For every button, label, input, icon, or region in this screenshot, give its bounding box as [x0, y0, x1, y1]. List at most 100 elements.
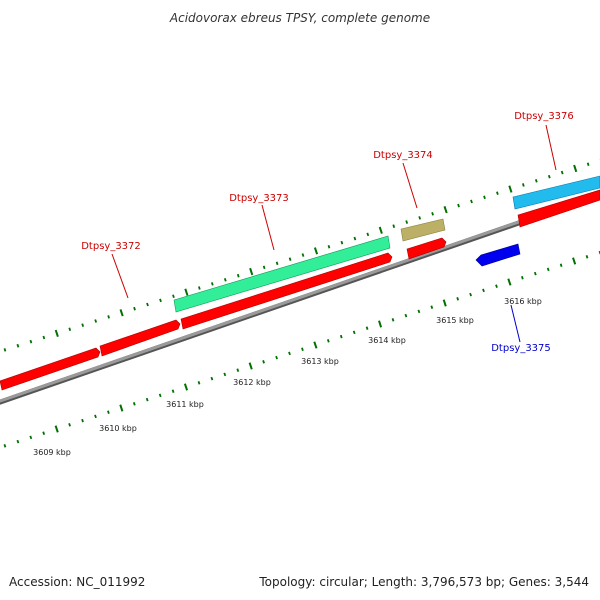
scale-tick — [119, 309, 124, 317]
gene-label-dtpsy-3373[interactable]: Dtpsy_3373 — [229, 193, 289, 204]
scale-tick — [405, 220, 409, 224]
scale-tick — [547, 174, 551, 179]
scale-tick — [534, 179, 538, 183]
scale-tick — [159, 298, 162, 303]
scale-tick — [3, 348, 7, 352]
kbp-label: 3610 kbp — [99, 424, 137, 433]
scale-tick — [482, 288, 485, 293]
map-title: Acidovorax ebreus TPSY, complete genome — [169, 11, 430, 25]
scale-tick — [457, 203, 460, 208]
scale-tick — [495, 284, 498, 288]
scale-tick — [572, 257, 577, 265]
track-layer — [0, 124, 600, 448]
scale-tick — [378, 226, 383, 234]
scale-tick — [133, 306, 136, 311]
label-connector — [402, 162, 418, 209]
scale-tick — [288, 351, 291, 356]
scale-tick — [107, 410, 110, 414]
scale-tick — [313, 247, 319, 255]
gene-label-dtpsy-3374[interactable]: Dtpsy_3374 — [373, 150, 433, 161]
scale-tick — [248, 362, 253, 370]
scale-tick — [223, 372, 227, 377]
gene-arrow[interactable] — [180, 252, 393, 330]
scale-tick — [183, 383, 189, 391]
accession-text: Accession: NC_011992 — [9, 575, 145, 589]
scale-tick — [29, 435, 33, 440]
scale-tick — [339, 334, 343, 339]
scale-tick — [327, 245, 331, 249]
scale-tick — [378, 320, 383, 328]
gene-label-dtpsy-3375[interactable]: Dtpsy_3375 — [491, 343, 551, 354]
scale-tick — [54, 329, 59, 338]
scale-tick — [119, 404, 124, 412]
gene-arrow-reverse[interactable] — [475, 243, 521, 267]
scale-tick — [146, 302, 149, 307]
gene-label-dtpsy-3372[interactable]: Dtpsy_3372 — [81, 241, 141, 252]
feature-bar[interactable] — [173, 235, 391, 313]
scale-tick — [560, 170, 564, 175]
gene-arrow[interactable] — [0, 347, 101, 391]
gene-arrow[interactable] — [406, 237, 447, 260]
kbp-label: 3612 kbp — [233, 378, 271, 387]
feature-bar[interactable] — [400, 218, 446, 242]
kbp-label: 3615 kbp — [436, 316, 474, 325]
scale-tick — [42, 335, 46, 340]
scale-tick — [198, 286, 201, 290]
scale-tick — [301, 347, 304, 351]
scale-tick — [172, 294, 175, 299]
scale-tick — [16, 343, 20, 348]
kbp-label: 3613 kbp — [301, 357, 339, 366]
scale-tick — [340, 240, 344, 245]
gene-arrow[interactable] — [517, 189, 600, 228]
scale-tick — [262, 265, 266, 270]
scale-tick — [288, 257, 292, 261]
scale-tick — [496, 191, 499, 195]
scale-tick — [365, 326, 369, 330]
scale-tick — [442, 299, 447, 307]
scale-tick — [249, 267, 254, 276]
gene-arrow[interactable] — [99, 319, 181, 357]
genome-summary-text: Topology: circular; Length: 3,796,573 bp… — [258, 575, 589, 589]
scale-tick — [210, 376, 214, 381]
scale-tick — [94, 414, 97, 419]
scale-tick — [418, 216, 422, 220]
scale-tick — [546, 267, 550, 272]
scale-tick — [392, 224, 396, 228]
scale-tick — [521, 276, 524, 280]
feature-bar[interactable] — [512, 175, 600, 210]
scale-tick — [430, 305, 434, 309]
scale-tick — [3, 444, 7, 448]
scale-tick — [68, 327, 72, 332]
scale-tick — [559, 263, 563, 267]
scale-tick — [171, 389, 175, 393]
scale-tick — [352, 330, 356, 335]
scale-tick — [29, 339, 33, 344]
scale-tick — [533, 271, 537, 276]
scale-tick — [42, 431, 46, 435]
scale-tick — [16, 439, 20, 444]
label-connector — [111, 253, 129, 299]
scale-tick — [81, 323, 85, 327]
scale-tick — [68, 423, 71, 427]
scale-tick — [483, 195, 486, 200]
scale-tick — [275, 261, 279, 266]
scale-tick — [107, 315, 110, 319]
scale-tick — [145, 397, 149, 402]
scale-tick — [54, 425, 59, 433]
scale-tick — [326, 339, 330, 343]
scale-tick — [470, 199, 473, 204]
scale-tick — [585, 255, 589, 259]
scale-tick — [443, 205, 448, 214]
kbp-label: 3616 kbp — [504, 297, 542, 306]
gene-label-dtpsy-3376[interactable]: Dtpsy_3376 — [514, 111, 574, 122]
scale-tick — [586, 162, 590, 167]
scale-tick — [132, 402, 136, 406]
scale-tick — [431, 212, 434, 216]
scale-tick — [236, 273, 240, 278]
scale-tick — [184, 288, 189, 296]
scale-tick — [223, 278, 227, 282]
scale-tick — [275, 355, 278, 360]
scale-tick — [469, 292, 472, 297]
label-connector — [510, 304, 521, 343]
